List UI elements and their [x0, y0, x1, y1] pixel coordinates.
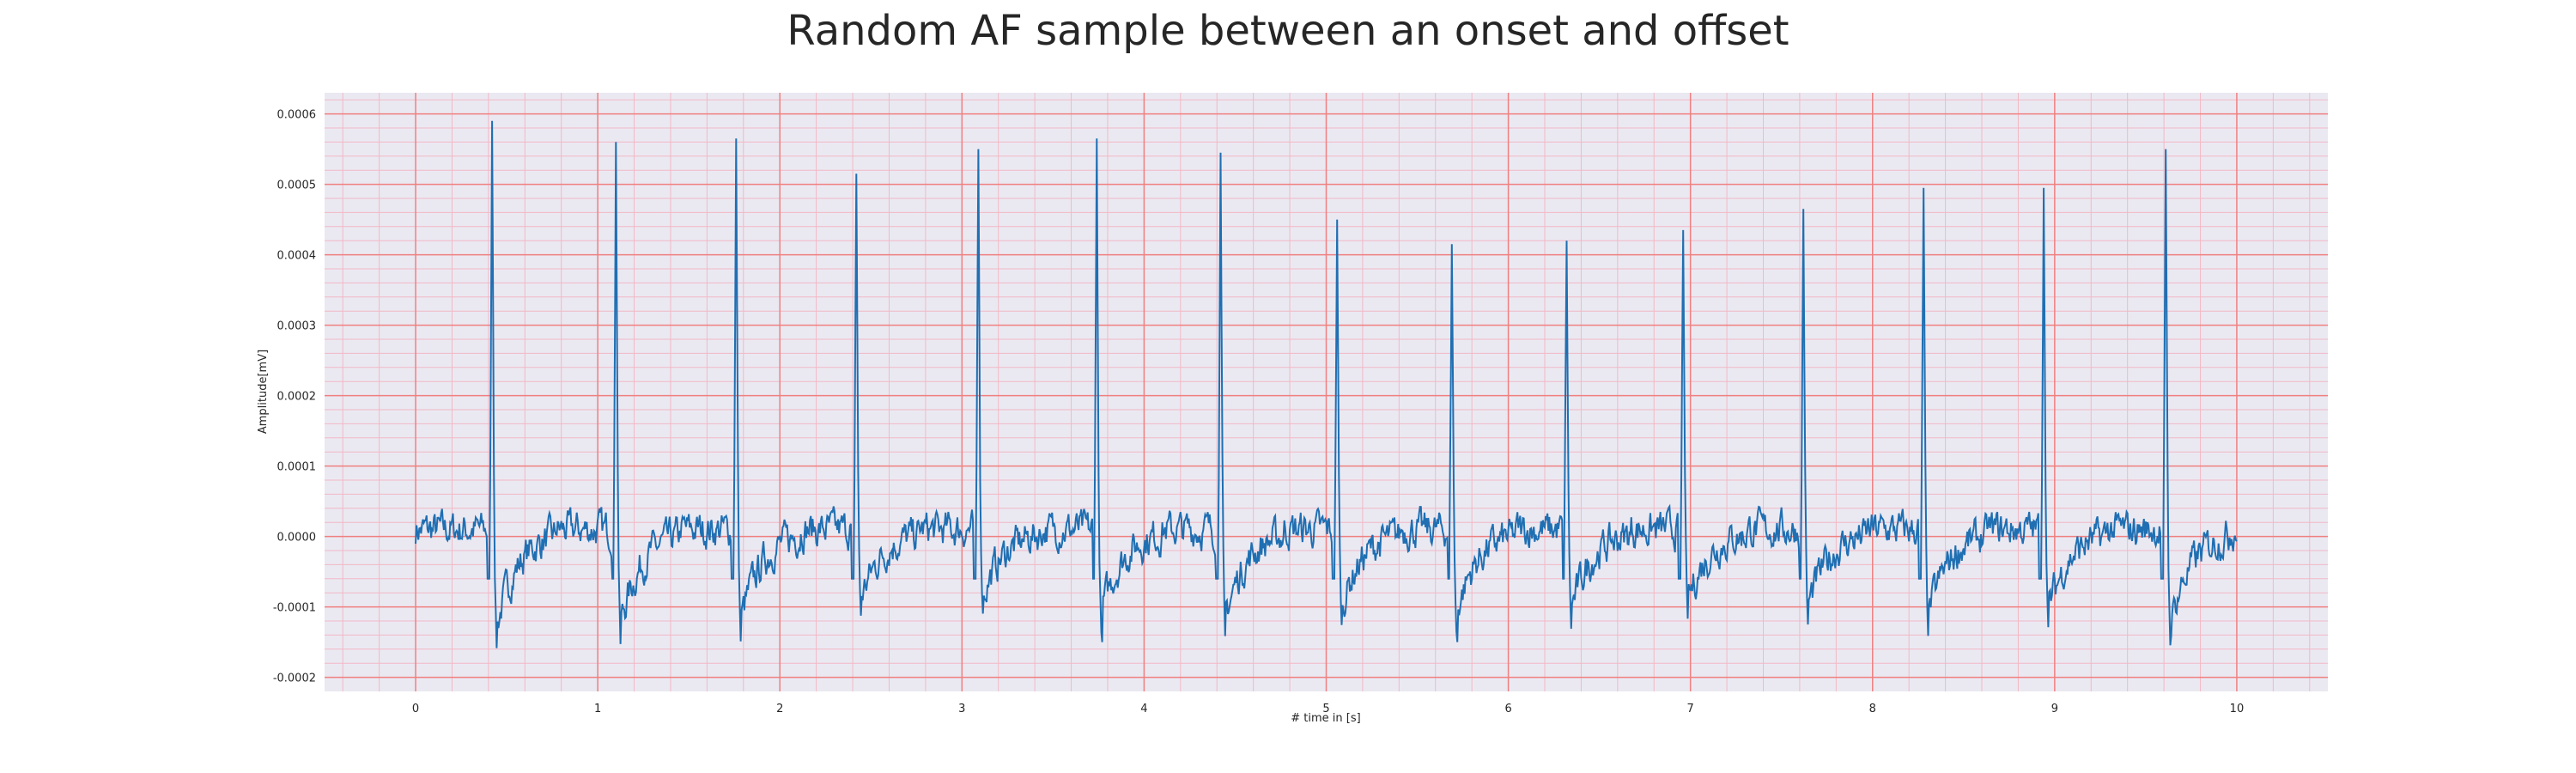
- x-tick-label: 6: [1504, 703, 1511, 715]
- major-grid: [325, 93, 2328, 691]
- x-tick-label: 2: [776, 703, 783, 715]
- y-tick-label: 0.0000: [277, 532, 317, 545]
- y-tick-label: 0.0006: [277, 109, 317, 122]
- x-tick-label: 1: [594, 703, 601, 715]
- y-tick-label: 0.0004: [277, 250, 317, 263]
- y-tick-label: 0.0003: [277, 320, 317, 333]
- x-tick-label: 0: [412, 703, 419, 715]
- y-tick-label: 0.0002: [277, 391, 317, 404]
- ecg-series-line: [415, 120, 2238, 648]
- chart-title: Random AF sample between an onset and of…: [787, 7, 1789, 55]
- x-tick-label: 8: [1869, 703, 1876, 715]
- y-axis-ticks: -0.0002 -0.0001 0.0000 0.0001 0.0002 0.0003 0.…: [273, 109, 316, 685]
- y-tick-label: -0.0001: [273, 602, 316, 615]
- y-axis-label: Amplitude[mV]: [257, 350, 270, 434]
- x-tick-label: 4: [1140, 703, 1147, 715]
- y-tick-label: -0.0002: [273, 673, 316, 685]
- x-axis-label: # time in [s]: [1291, 712, 1360, 725]
- y-tick-label: 0.0001: [277, 461, 317, 474]
- y-tick-label: 0.0005: [277, 180, 317, 192]
- x-axis-ticks: 0 1 2 3 4 5 6 7 8 9 10: [412, 703, 2244, 715]
- x-tick-label: 3: [958, 703, 965, 715]
- x-tick-label: 9: [2051, 703, 2058, 715]
- x-tick-label: 10: [2230, 703, 2245, 715]
- x-tick-label: 5: [1322, 703, 1329, 715]
- x-tick-label: 7: [1687, 703, 1694, 715]
